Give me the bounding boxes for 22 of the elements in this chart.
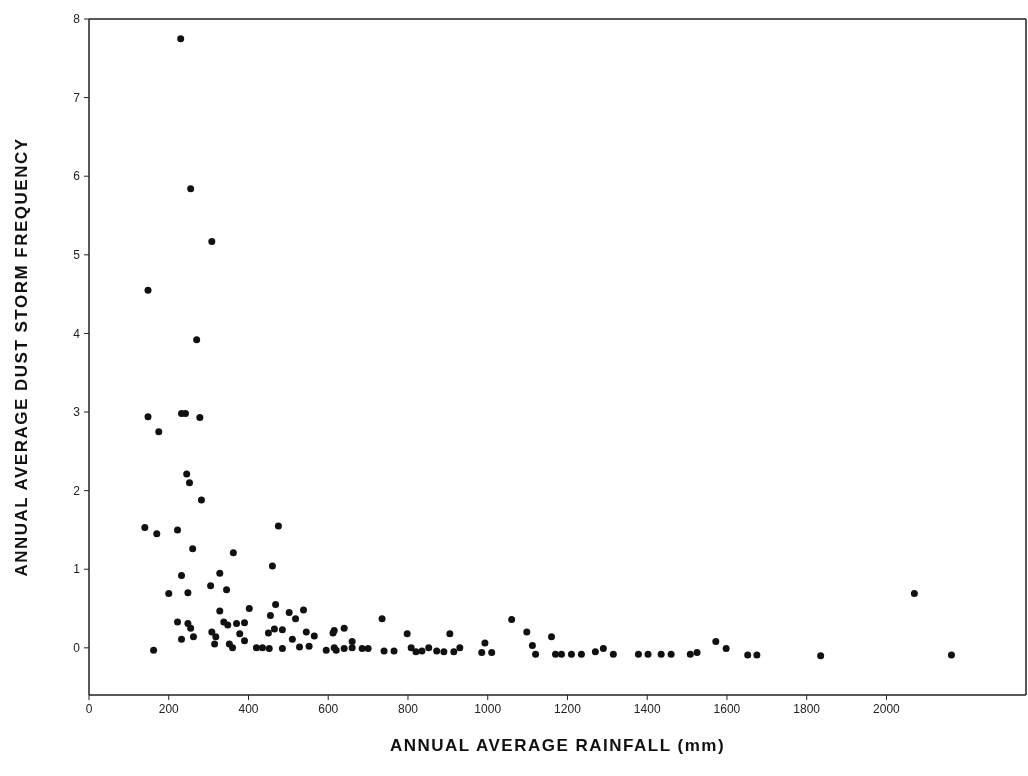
x-axis-title: ANNUAL AVERAGE RAINFALL (mm)	[389, 736, 726, 755]
x-tick-label: 400	[238, 701, 259, 716]
y-tick-label: 8	[73, 12, 81, 27]
y-tick-label: 7	[73, 90, 81, 105]
x-tick-label: 0	[85, 701, 93, 716]
y-axis-title: ANNUAL AVERAGE DUST STORM FREQUENCY	[12, 137, 32, 577]
x-tick-label: 2000	[873, 701, 901, 716]
y-tick-label: 5	[73, 248, 81, 263]
y-tick-label: 1	[73, 562, 81, 577]
y-tick-label: 6	[73, 169, 81, 184]
x-tick-label: 800	[397, 701, 419, 716]
y-tick-label: 3	[73, 405, 81, 420]
y-tick-label: 2	[73, 483, 81, 498]
x-tick-label: 1600	[713, 701, 741, 716]
x-tick-label: 200	[158, 701, 180, 716]
x-tick-label: 1000	[474, 701, 502, 716]
x-tick-label: 600	[318, 701, 339, 716]
x-tick-label: 1200	[554, 701, 582, 716]
y-tick-label: 0	[73, 641, 81, 656]
x-tick-label: 1800	[793, 701, 821, 716]
y-tick-label: 4	[73, 326, 81, 341]
x-tick-label: 1400	[633, 701, 661, 716]
